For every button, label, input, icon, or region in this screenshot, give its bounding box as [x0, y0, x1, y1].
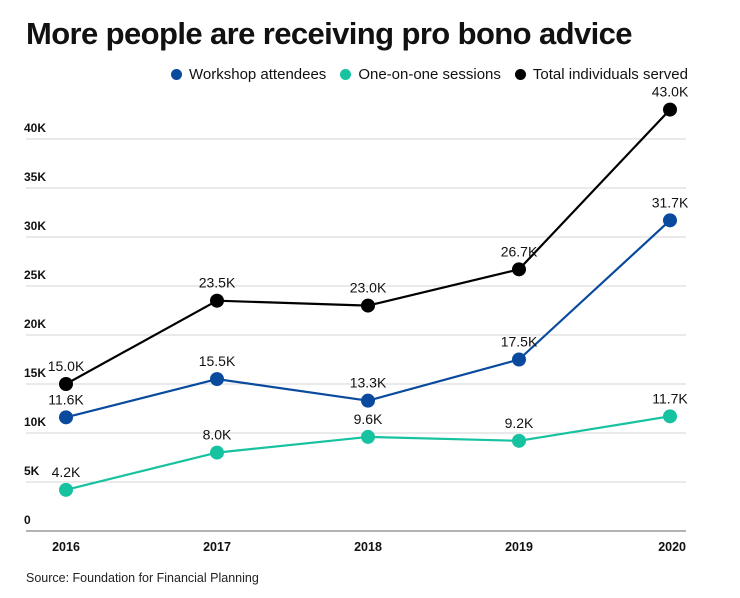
data-point: [361, 298, 375, 313]
legend-label-one-on-one: One-on-one sessions: [358, 66, 501, 83]
x-tick-label: 2017: [203, 540, 231, 554]
data-label: 15.5K: [199, 353, 236, 369]
data-point: [210, 293, 224, 308]
y-tick-label: 10K: [24, 415, 46, 429]
data-point: [210, 372, 224, 387]
legend-item-workshop: Workshop attendees: [171, 66, 326, 83]
series-line-1: [65, 415, 671, 491]
x-tick-label: 2016: [52, 540, 80, 554]
legend-dot-one-on-one-icon: [340, 69, 352, 80]
data-label: 4.2K: [52, 464, 81, 480]
data-labels: 4.2K 8.0K 9.6K 9.2K 11.7K 11.6K 15.5K 13.3K 17.5…: [48, 84, 689, 480]
data-point: [663, 409, 677, 424]
data-point: [663, 213, 677, 228]
data-point: [663, 102, 677, 117]
data-label: 31.7K: [652, 194, 689, 210]
legend-label-workshop: Workshop attendees: [189, 66, 327, 83]
source-note: Source: Foundation for Financial Plannin…: [26, 571, 259, 585]
data-point: [512, 433, 526, 448]
chart-legend: Workshop attendees One-on-one sessions T…: [171, 66, 688, 83]
y-axis-ticks: 0 5K 10K 15K 20K 25K 30K 35K 40K: [24, 121, 46, 527]
data-point: [210, 445, 224, 460]
legend-dot-workshop-icon: [171, 69, 182, 80]
series-points: [59, 102, 677, 497]
legend-item-total: Total individuals served: [514, 66, 688, 83]
y-tick-label: 25K: [24, 268, 46, 282]
y-tick-label: 0: [24, 513, 31, 527]
data-point: [59, 377, 73, 391]
data-label: 23.5K: [199, 275, 236, 291]
legend-dot-total-icon: [514, 69, 526, 80]
data-label: 8.0K: [203, 427, 232, 443]
y-tick-label: 15K: [24, 366, 46, 380]
gridlines: [26, 138, 686, 532]
data-point: [59, 410, 73, 425]
x-tick-label: 2019: [505, 540, 533, 554]
data-label: 15.0K: [48, 358, 85, 374]
y-tick-label: 5K: [24, 464, 40, 478]
y-tick-label: 20K: [24, 317, 46, 331]
data-label: 11.6K: [48, 391, 84, 407]
series-line-2: [65, 108, 671, 385]
x-tick-label: 2020: [658, 540, 686, 554]
data-point: [361, 393, 375, 408]
data-point: [59, 482, 73, 497]
data-point: [512, 262, 526, 277]
data-label: 43.0K: [652, 84, 689, 100]
data-label: 13.3K: [350, 375, 387, 391]
data-label: 23.0K: [350, 280, 387, 296]
data-point: [512, 352, 526, 367]
y-tick-label: 30K: [24, 219, 46, 233]
x-tick-label: 2018: [354, 540, 382, 554]
data-label: 17.5K: [501, 334, 538, 350]
legend-label-total: Total individuals served: [532, 66, 688, 83]
y-tick-label: 40K: [24, 121, 46, 135]
y-tick-label: 35K: [24, 170, 46, 184]
data-label: 11.7K: [652, 390, 688, 406]
chart-title: More people are receiving pro bono advic…: [26, 16, 633, 51]
data-label: 9.2K: [505, 415, 534, 431]
data-label: 26.7K: [501, 243, 538, 259]
legend-item-one-on-one: One-on-one sessions: [340, 66, 501, 83]
data-label: 9.6K: [354, 411, 383, 427]
x-axis-ticks: 2016 2017 2018 2019 2020: [52, 540, 686, 554]
data-point: [361, 429, 375, 444]
